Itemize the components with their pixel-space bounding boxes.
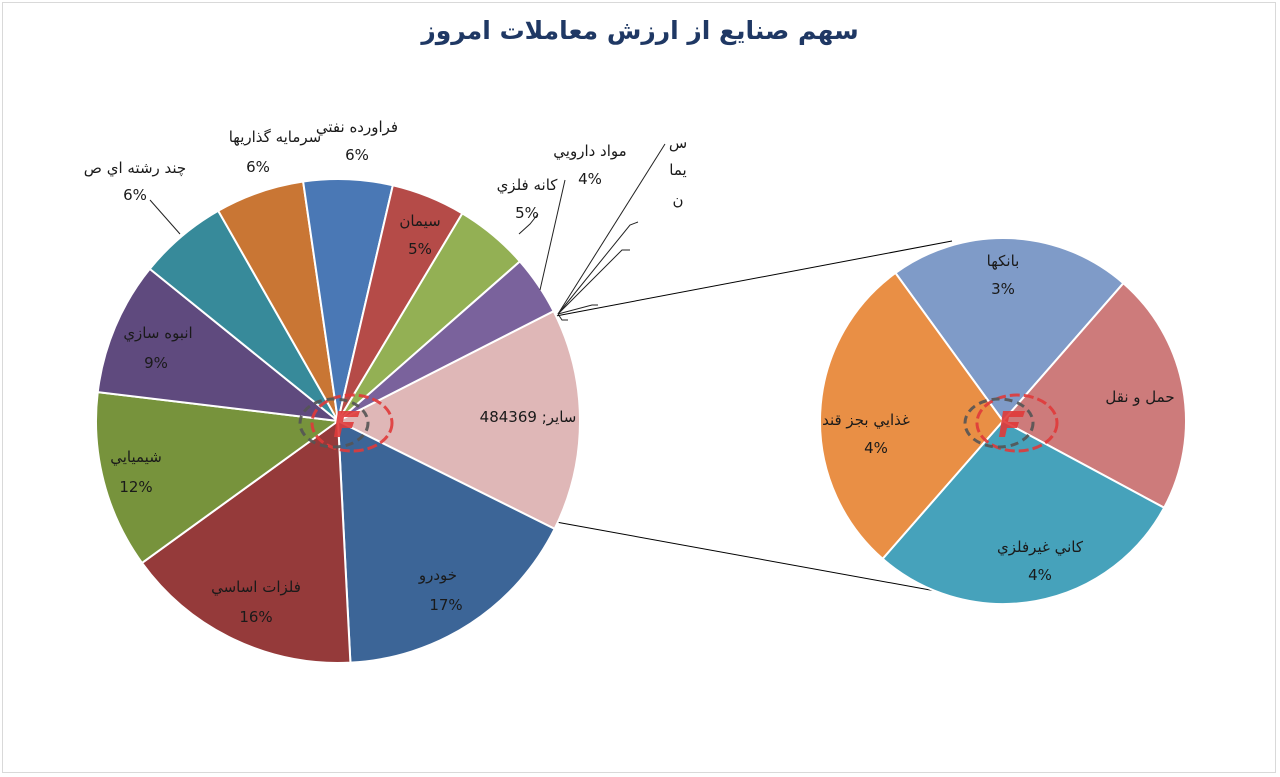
secondary-slice-3	[819, 271, 1005, 561]
secondary-slice-2	[881, 419, 1166, 606]
main-slice-10	[337, 260, 555, 422]
main-slice-1	[336, 419, 556, 664]
main-label-name-2: فلزات اساسي	[211, 578, 301, 597]
main-label-name-1: خودرو	[418, 566, 457, 584]
leader-lines	[149, 143, 666, 321]
secondary-label-name-0: بانكها	[987, 252, 1020, 270]
leader-line-sayer-5	[557, 313, 568, 321]
main-label-value-4: 9%	[144, 354, 168, 372]
leader-line-sayer-3	[557, 249, 630, 315]
logo-secondary	[963, 393, 1059, 453]
main-slice-2	[140, 419, 352, 664]
data-labels: ساير; 484369 خودرو 17% فلزات اساسي 16% شيمياي…	[84, 118, 1175, 626]
secondary-label-value-3: 4%	[864, 439, 888, 457]
main-slice-0	[335, 309, 581, 531]
clipped-label-part-2: ن	[672, 191, 683, 209]
connector-lines	[555, 240, 953, 595]
main-label-value-10: 4%	[578, 170, 602, 188]
connector-line-top	[555, 240, 953, 317]
main-slice-4	[96, 267, 342, 423]
secondary-slice-0	[894, 237, 1125, 423]
secondary-label-value-2: 4%	[1028, 566, 1052, 584]
secondary-pie	[819, 237, 1187, 606]
leader-line-chand-reshte	[149, 199, 181, 235]
clipped-label-part-0: س	[669, 134, 687, 152]
main-label-name-3: شيميايي	[110, 448, 162, 467]
leader-line-kane-felezi	[518, 213, 539, 235]
main-slice-3	[95, 390, 341, 565]
watermark-logos	[298, 393, 1059, 453]
secondary-slice-1	[1001, 281, 1187, 510]
main-label-name-8: سيمان	[399, 212, 440, 230]
main-label-name-6: سرمايه گذاريها	[229, 128, 322, 146]
leader-line-sayer-1	[557, 143, 666, 315]
main-label-value-6: 6%	[246, 158, 270, 176]
secondary-label-name-3: غذايي بجز قند	[822, 411, 910, 430]
main-label-name-7: فراورده نفتي	[316, 118, 398, 137]
main-label-value-7: 6%	[345, 146, 369, 164]
main-label-value-2: 16%	[239, 608, 272, 626]
main-label-value-9: 5%	[515, 204, 539, 222]
leader-line-sayer-4	[557, 304, 598, 315]
chart-title: سهم صنايع از ارزش معاملات امروز	[421, 16, 859, 45]
leader-line-sayer-2	[557, 221, 639, 315]
secondary-label-name-1: حمل و نقل	[1105, 388, 1174, 406]
secondary-label-value-0: 3%	[991, 280, 1015, 298]
leader-line-mavad-daroui	[539, 179, 566, 291]
secondary-label-name-2: كاني غيرفلزي	[997, 538, 1084, 557]
main-label-name-10: مواد دارويي	[553, 142, 626, 161]
clipped-label-part-1: يما	[669, 161, 686, 179]
main-label-value-8: 5%	[408, 240, 432, 258]
main-label-name-4: انبوه سازي	[123, 324, 192, 343]
main-label-name-9: كانه فلزي	[497, 176, 559, 195]
main-label-name-5: چند رشته اي ص	[84, 159, 186, 178]
connector-line-bottom	[555, 521, 953, 595]
main-label-value-1: 17%	[429, 596, 462, 614]
main-label-name-0: ساير; 484369	[480, 408, 577, 426]
main-label-value-3: 12%	[119, 478, 152, 496]
logo-main	[298, 393, 394, 453]
main-label-value-5: 6%	[123, 186, 147, 204]
main-pie	[95, 178, 581, 664]
